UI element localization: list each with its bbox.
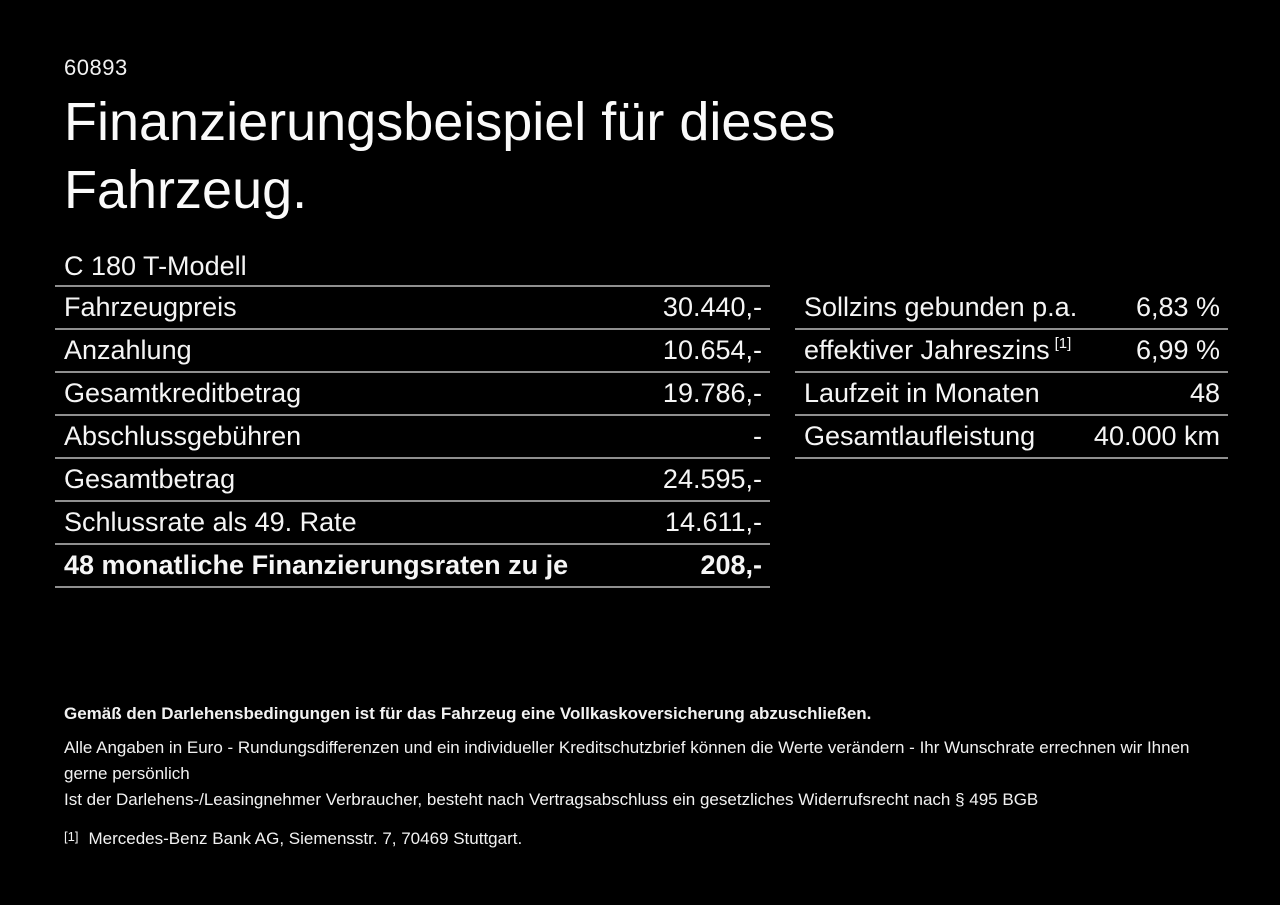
row-value: 6,99 % xyxy=(1135,335,1220,365)
table-row-abschlussgebuehren: Abschlussgebühren - xyxy=(55,416,770,459)
insurance-note: Gemäß den Darlehensbedingungen ist für d… xyxy=(64,704,872,723)
row-label: Gesamtkreditbetrag xyxy=(64,378,302,408)
row-label: Laufzeit in Monaten xyxy=(804,378,1040,408)
table-row-gesamtbetrag: Gesamtbetrag 24.595,- xyxy=(55,459,770,502)
table-row-anzahlung: Anzahlung 10.654,- xyxy=(55,330,770,373)
table-row-monatsraten: 48 monatliche Finanzierungsraten zu je 2… xyxy=(55,545,770,588)
row-label: 48 monatliche Finanzierungsraten zu je xyxy=(64,550,569,580)
footnote-ref: [1] xyxy=(1054,335,1072,352)
row-label: Gesamtbetrag xyxy=(64,464,236,494)
row-label: Abschlussgebühren xyxy=(64,421,302,451)
bank-footnote: [1] Mercedes-Benz Bank AG, Siemensstr. 7,… xyxy=(64,825,1220,851)
row-value: 24.595,- xyxy=(662,464,762,494)
row-value: 19.786,- xyxy=(662,378,762,408)
conditions-table: Sollzins gebunden p.a. 6,83 % effektiver… xyxy=(795,287,1228,459)
legal-notes: Gemäß den Darlehensbedingungen ist für d… xyxy=(64,702,1220,851)
row-label: Gesamtlaufleistung xyxy=(804,421,1036,451)
footnote-text: Mercedes-Benz Bank AG, Siemensstr. 7, 70… xyxy=(88,829,523,848)
disclaimer-line-2: Ist der Darlehens-/Leasingnehmer Verbrau… xyxy=(64,790,1039,809)
table-row-gesamtkreditbetrag: Gesamtkreditbetrag 19.786,- xyxy=(55,373,770,416)
table-row-gesamtlaufleistung: Gesamtlaufleistung 40.000 km xyxy=(795,416,1228,459)
row-label-text: effektiver Jahreszins xyxy=(804,335,1050,365)
table-row-sollzins: Sollzins gebunden p.a. 6,83 % xyxy=(795,287,1228,330)
row-value: 208,- xyxy=(700,550,762,580)
disclaimer-line-1: Alle Angaben in Euro - Rundungsdifferenz… xyxy=(64,738,1190,783)
row-label: Sollzins gebunden p.a. xyxy=(804,292,1078,322)
row-value: 30.440,- xyxy=(662,292,762,322)
financing-tables: C 180 T-Modell Fahrzeugpreis 30.440,- An… xyxy=(55,247,1228,588)
row-label: Schlussrate als 49. Rate xyxy=(64,507,357,537)
row-value: 40.000 km xyxy=(1093,421,1220,451)
listing-id: 60893 xyxy=(64,55,128,80)
cost-table: C 180 T-Modell Fahrzeugpreis 30.440,- An… xyxy=(55,247,770,588)
row-value: - xyxy=(753,421,762,451)
row-label: Fahrzeugpreis xyxy=(64,292,237,322)
row-label: effektiver Jahreszins [1] xyxy=(804,335,1071,366)
row-value: 48 xyxy=(1189,378,1220,408)
table-row-fahrzeugpreis: Fahrzeugpreis 30.440,- xyxy=(55,287,770,330)
row-value: 14.611,- xyxy=(664,507,762,537)
row-value: 6,83 % xyxy=(1135,292,1220,322)
footnote-marker: [1] xyxy=(64,829,79,844)
model-name: C 180 T-Modell xyxy=(55,247,770,287)
table-row-effektiver-jahreszins: effektiver Jahreszins [1] 6,99 % xyxy=(795,330,1228,373)
row-value: 10.654,- xyxy=(662,335,762,365)
table-row-schlussrate: Schlussrate als 49. Rate 14.611,- xyxy=(55,502,770,545)
page-title: Finanzierungsbeispiel für dieses Fahrzeu… xyxy=(64,92,836,220)
row-label: Anzahlung xyxy=(64,335,192,365)
table-row-laufzeit: Laufzeit in Monaten 48 xyxy=(795,373,1228,416)
